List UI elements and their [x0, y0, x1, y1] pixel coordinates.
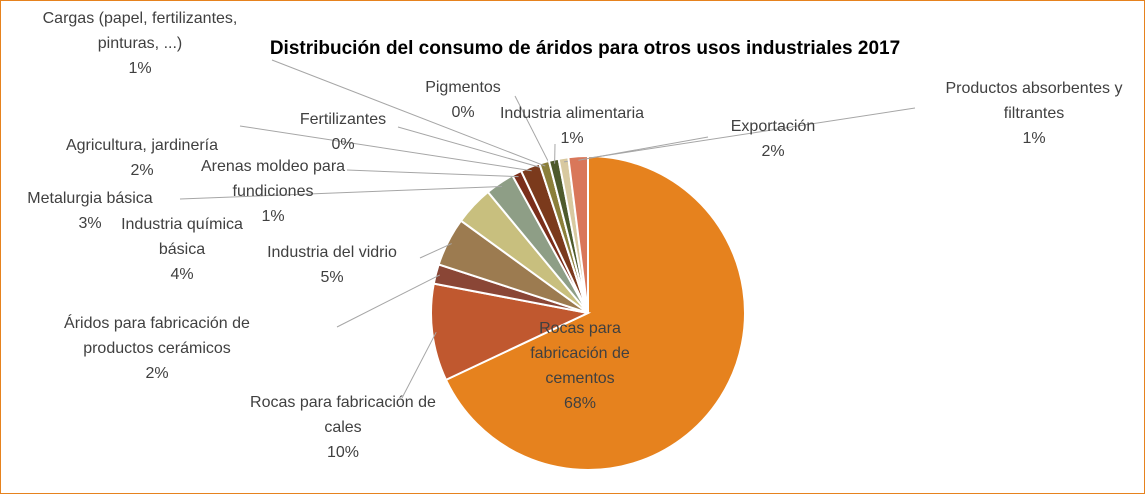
- data-label: Industria alimentaria 1%: [472, 101, 672, 151]
- category-label: Industria química básica: [121, 216, 243, 258]
- data-label: Rocas para fabricación de cales 10%: [248, 390, 438, 465]
- leader-line: [578, 136, 709, 161]
- chart-title: Distribución del consumo de áridos para …: [269, 38, 901, 59]
- leader-line: [179, 185, 503, 200]
- pie-slice: [430, 282, 592, 382]
- value-label: 5%: [320, 269, 344, 286]
- data-label: Agricultura, jardinería 2%: [37, 133, 247, 183]
- leader-line: [397, 126, 541, 168]
- data-label: Industria del vidrio 5%: [242, 240, 422, 290]
- data-label: Pigmentos 0%: [413, 75, 513, 125]
- category-label: Industria alimentaria: [499, 105, 645, 122]
- leader-line: [239, 125, 532, 172]
- value-label: 1%: [1022, 130, 1046, 147]
- data-label: Áridos para fabricación de productos cer…: [52, 311, 262, 386]
- leader-line: [514, 95, 551, 166]
- category-label: Pigmentos: [425, 79, 501, 96]
- value-label: 10%: [326, 444, 360, 461]
- data-label: Cargas (papel, fertilizantes, pinturas, …: [20, 6, 260, 81]
- category-label: Cargas (papel, fertilizantes, pinturas, …: [42, 10, 238, 52]
- value-label: 1%: [560, 130, 584, 147]
- data-label: Industria química básica 4%: [117, 212, 247, 287]
- leader-line: [563, 107, 916, 163]
- data-label: Productos absorbentes y filtrantes 1%: [934, 76, 1134, 151]
- category-label: Industria del vidrio: [267, 244, 397, 261]
- category-label: Metalurgia básica: [27, 190, 153, 207]
- value-label: 1%: [261, 208, 285, 225]
- data-label: Metalurgia básica 3%: [5, 186, 175, 236]
- category-label: Arenas moldeo para fundiciones: [200, 158, 346, 200]
- value-label: 0%: [451, 104, 475, 121]
- value-label: 2%: [145, 365, 169, 382]
- value-label: 3%: [78, 215, 102, 232]
- category-label: Rocas para fabricación de cementos: [530, 320, 630, 387]
- leader-line: [336, 274, 441, 328]
- value-label: 1%: [128, 60, 152, 77]
- leader-line: [271, 59, 546, 167]
- data-label: Fertilizantes 0%: [283, 107, 403, 157]
- category-label: Exportación: [730, 118, 816, 135]
- value-label: 2%: [761, 143, 785, 160]
- pie-slice: [567, 154, 589, 314]
- value-label: 2%: [130, 162, 154, 179]
- category-label: Áridos para fabricación de productos cer…: [64, 315, 250, 357]
- pie-slice: [444, 154, 746, 471]
- data-label: Exportación 2%: [713, 114, 833, 164]
- leader-line: [401, 331, 437, 399]
- category-label: Productos absorbentes y filtrantes: [945, 80, 1123, 122]
- value-label: 0%: [331, 136, 355, 153]
- value-label: 4%: [170, 266, 194, 283]
- leader-line: [419, 243, 452, 259]
- data-label: Arenas moldeo para fundiciones 1%: [188, 154, 358, 229]
- category-label: Fertilizantes: [299, 111, 387, 128]
- data-label: Rocas para fabricación de cementos 68%: [505, 316, 655, 416]
- category-label: Rocas para fabricación de cales: [250, 394, 436, 436]
- category-label: Agricultura, jardinería: [65, 137, 219, 154]
- leader-line: [346, 169, 519, 178]
- value-label: 68%: [563, 395, 597, 412]
